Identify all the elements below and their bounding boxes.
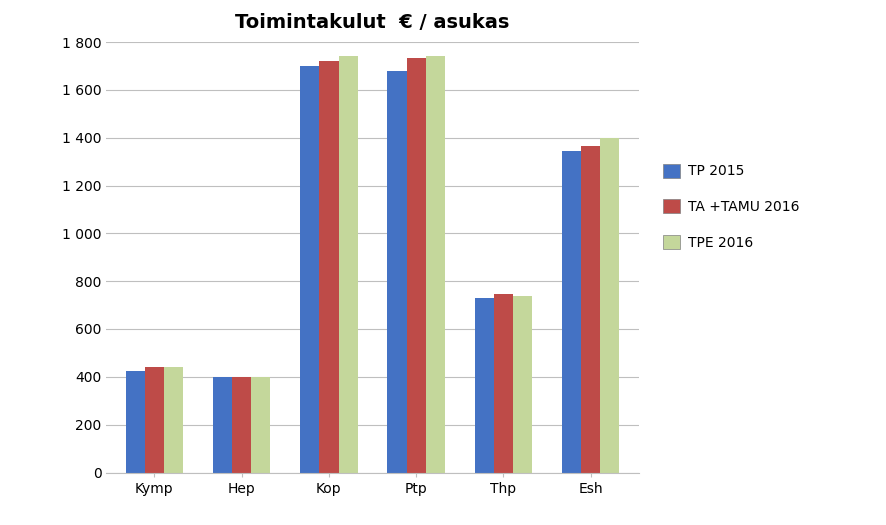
Bar: [425, 56, 445, 473]
Bar: [338, 56, 357, 473]
Bar: [387, 71, 406, 472]
Bar: [144, 368, 164, 472]
Bar: [126, 371, 144, 472]
Legend: TP 2015, TA +TAMU 2016, TPE 2016: TP 2015, TA +TAMU 2016, TPE 2016: [656, 156, 805, 257]
Bar: [512, 296, 532, 472]
Bar: [319, 61, 338, 472]
Title: Toimintakulut  € / asukas: Toimintakulut € / asukas: [235, 13, 509, 32]
Bar: [580, 146, 600, 472]
Bar: [474, 298, 494, 472]
Bar: [494, 295, 512, 472]
Bar: [600, 138, 618, 472]
Bar: [213, 377, 232, 472]
Bar: [164, 368, 183, 472]
Bar: [299, 66, 319, 472]
Bar: [406, 58, 425, 472]
Bar: [232, 377, 251, 472]
Bar: [251, 377, 270, 472]
Bar: [561, 151, 580, 472]
